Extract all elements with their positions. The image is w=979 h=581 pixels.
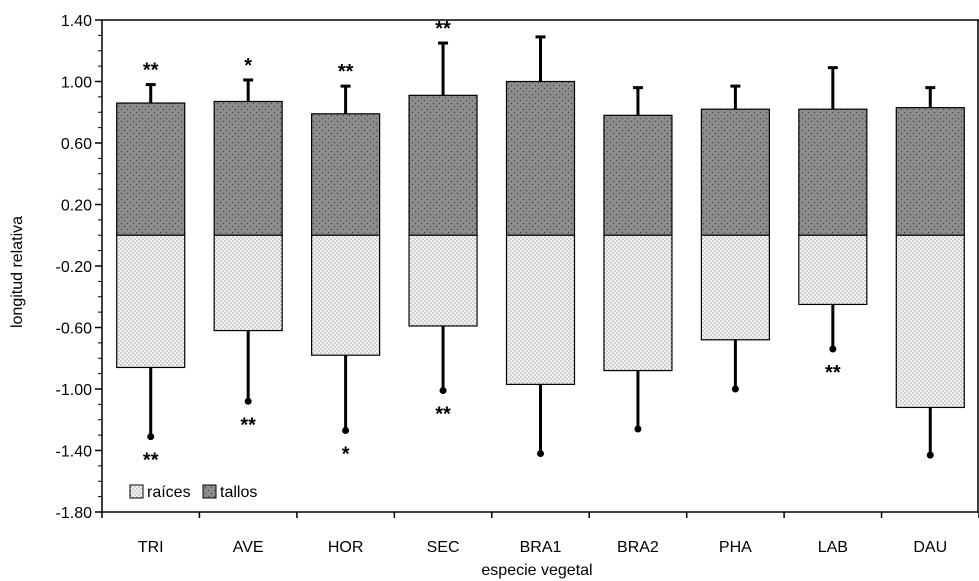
bar-tallos-sec [408,94,478,236]
y-tick-label: -0.60 [56,321,93,338]
significance-markers: **************** [143,18,841,472]
error-end-raices-hor [342,427,350,435]
y-tick-label: -0.20 [56,259,93,276]
bar-raices-hor [311,234,381,356]
error-end-raices-lab [829,345,837,353]
error-end-raices-pha [731,385,739,393]
y-tick-label: 0.60 [61,136,92,153]
legend-label-raices: raíces [147,484,191,501]
bar-raices-bra2 [603,234,673,372]
sig-tallos-tri: ** [143,60,159,82]
bar-tallos-pha [700,108,770,236]
bar-raices-sec [408,234,478,327]
bar-tallos-hor [311,113,381,236]
bar-raices-tri [116,234,186,369]
bar-tallos-ave [213,100,283,236]
y-tick-label: 1.00 [61,75,92,92]
sig-raices-lab: ** [825,362,841,384]
legend-swatch-tallos [202,484,217,499]
y-axis: 1.40 1.00 0.60 0.20 -0.20 -0.60 -1.00 -1.40 -1.8… [56,13,102,522]
bar-tallos-dau [895,107,965,236]
bars [116,80,965,409]
x-tick-label-ave: AVE [233,539,264,556]
legend-label-tallos: tallos [220,484,257,501]
bar-tallos-tri [116,102,186,236]
bar-tallos-bra1 [505,80,576,236]
bar-raices-pha [700,234,770,341]
bar-raices-ave [213,234,283,332]
x-tick-label-bra2: BRA2 [617,539,659,556]
y-tick-label: -1.00 [56,382,93,399]
x-tick-label-pha: PHA [719,539,752,556]
x-tick-label-bra1: BRA1 [520,539,562,556]
plot-frame [101,19,979,513]
sig-tallos-ave: * [244,55,252,77]
sig-tallos-sec: ** [435,18,451,40]
error-end-raices-bra1 [537,450,544,458]
sig-raices-ave: ** [240,414,256,436]
sig-raices-hor: * [342,444,350,466]
x-tick-label-tri: TRI [138,539,164,556]
bar-raices-dau [895,234,965,409]
bar-tallos-bra2 [603,114,673,236]
y-tick-label: -1.80 [56,505,93,522]
sig-raices-tri: ** [143,450,159,472]
x-axis: TRI AVE HOR SEC BRA1 BRA2 PHA LAB DAU [101,512,979,556]
x-tick-label-lab: LAB [818,539,848,556]
x-tick-label-hor: HOR [328,539,364,556]
error-end-raices-sec [439,387,447,395]
legend: raíces tallos [129,484,257,501]
y-axis-title: longitud relativa [9,216,26,328]
bar-raices-lab [798,234,868,306]
x-tick-label-dau: DAU [913,539,947,556]
y-tick-label: -1.40 [56,444,93,461]
sig-tallos-hor: ** [338,61,354,83]
x-tick-label-sec: SEC [427,539,460,556]
x-axis-title: especie vegetal [481,562,592,579]
error-end-raices-tri [147,433,155,441]
y-tick-label: 1.40 [61,13,92,30]
legend-swatch-raices [129,484,144,499]
error-end-raices-dau [926,451,934,459]
error-end-raices-bra2 [634,425,642,433]
error-bars [145,35,936,459]
y-tick-label: 0.20 [61,198,92,215]
bar-tallos-lab [798,108,868,236]
sig-raices-sec: ** [435,404,451,426]
bar-raices-bra1 [505,234,576,385]
error-end-raices-ave [244,397,252,405]
